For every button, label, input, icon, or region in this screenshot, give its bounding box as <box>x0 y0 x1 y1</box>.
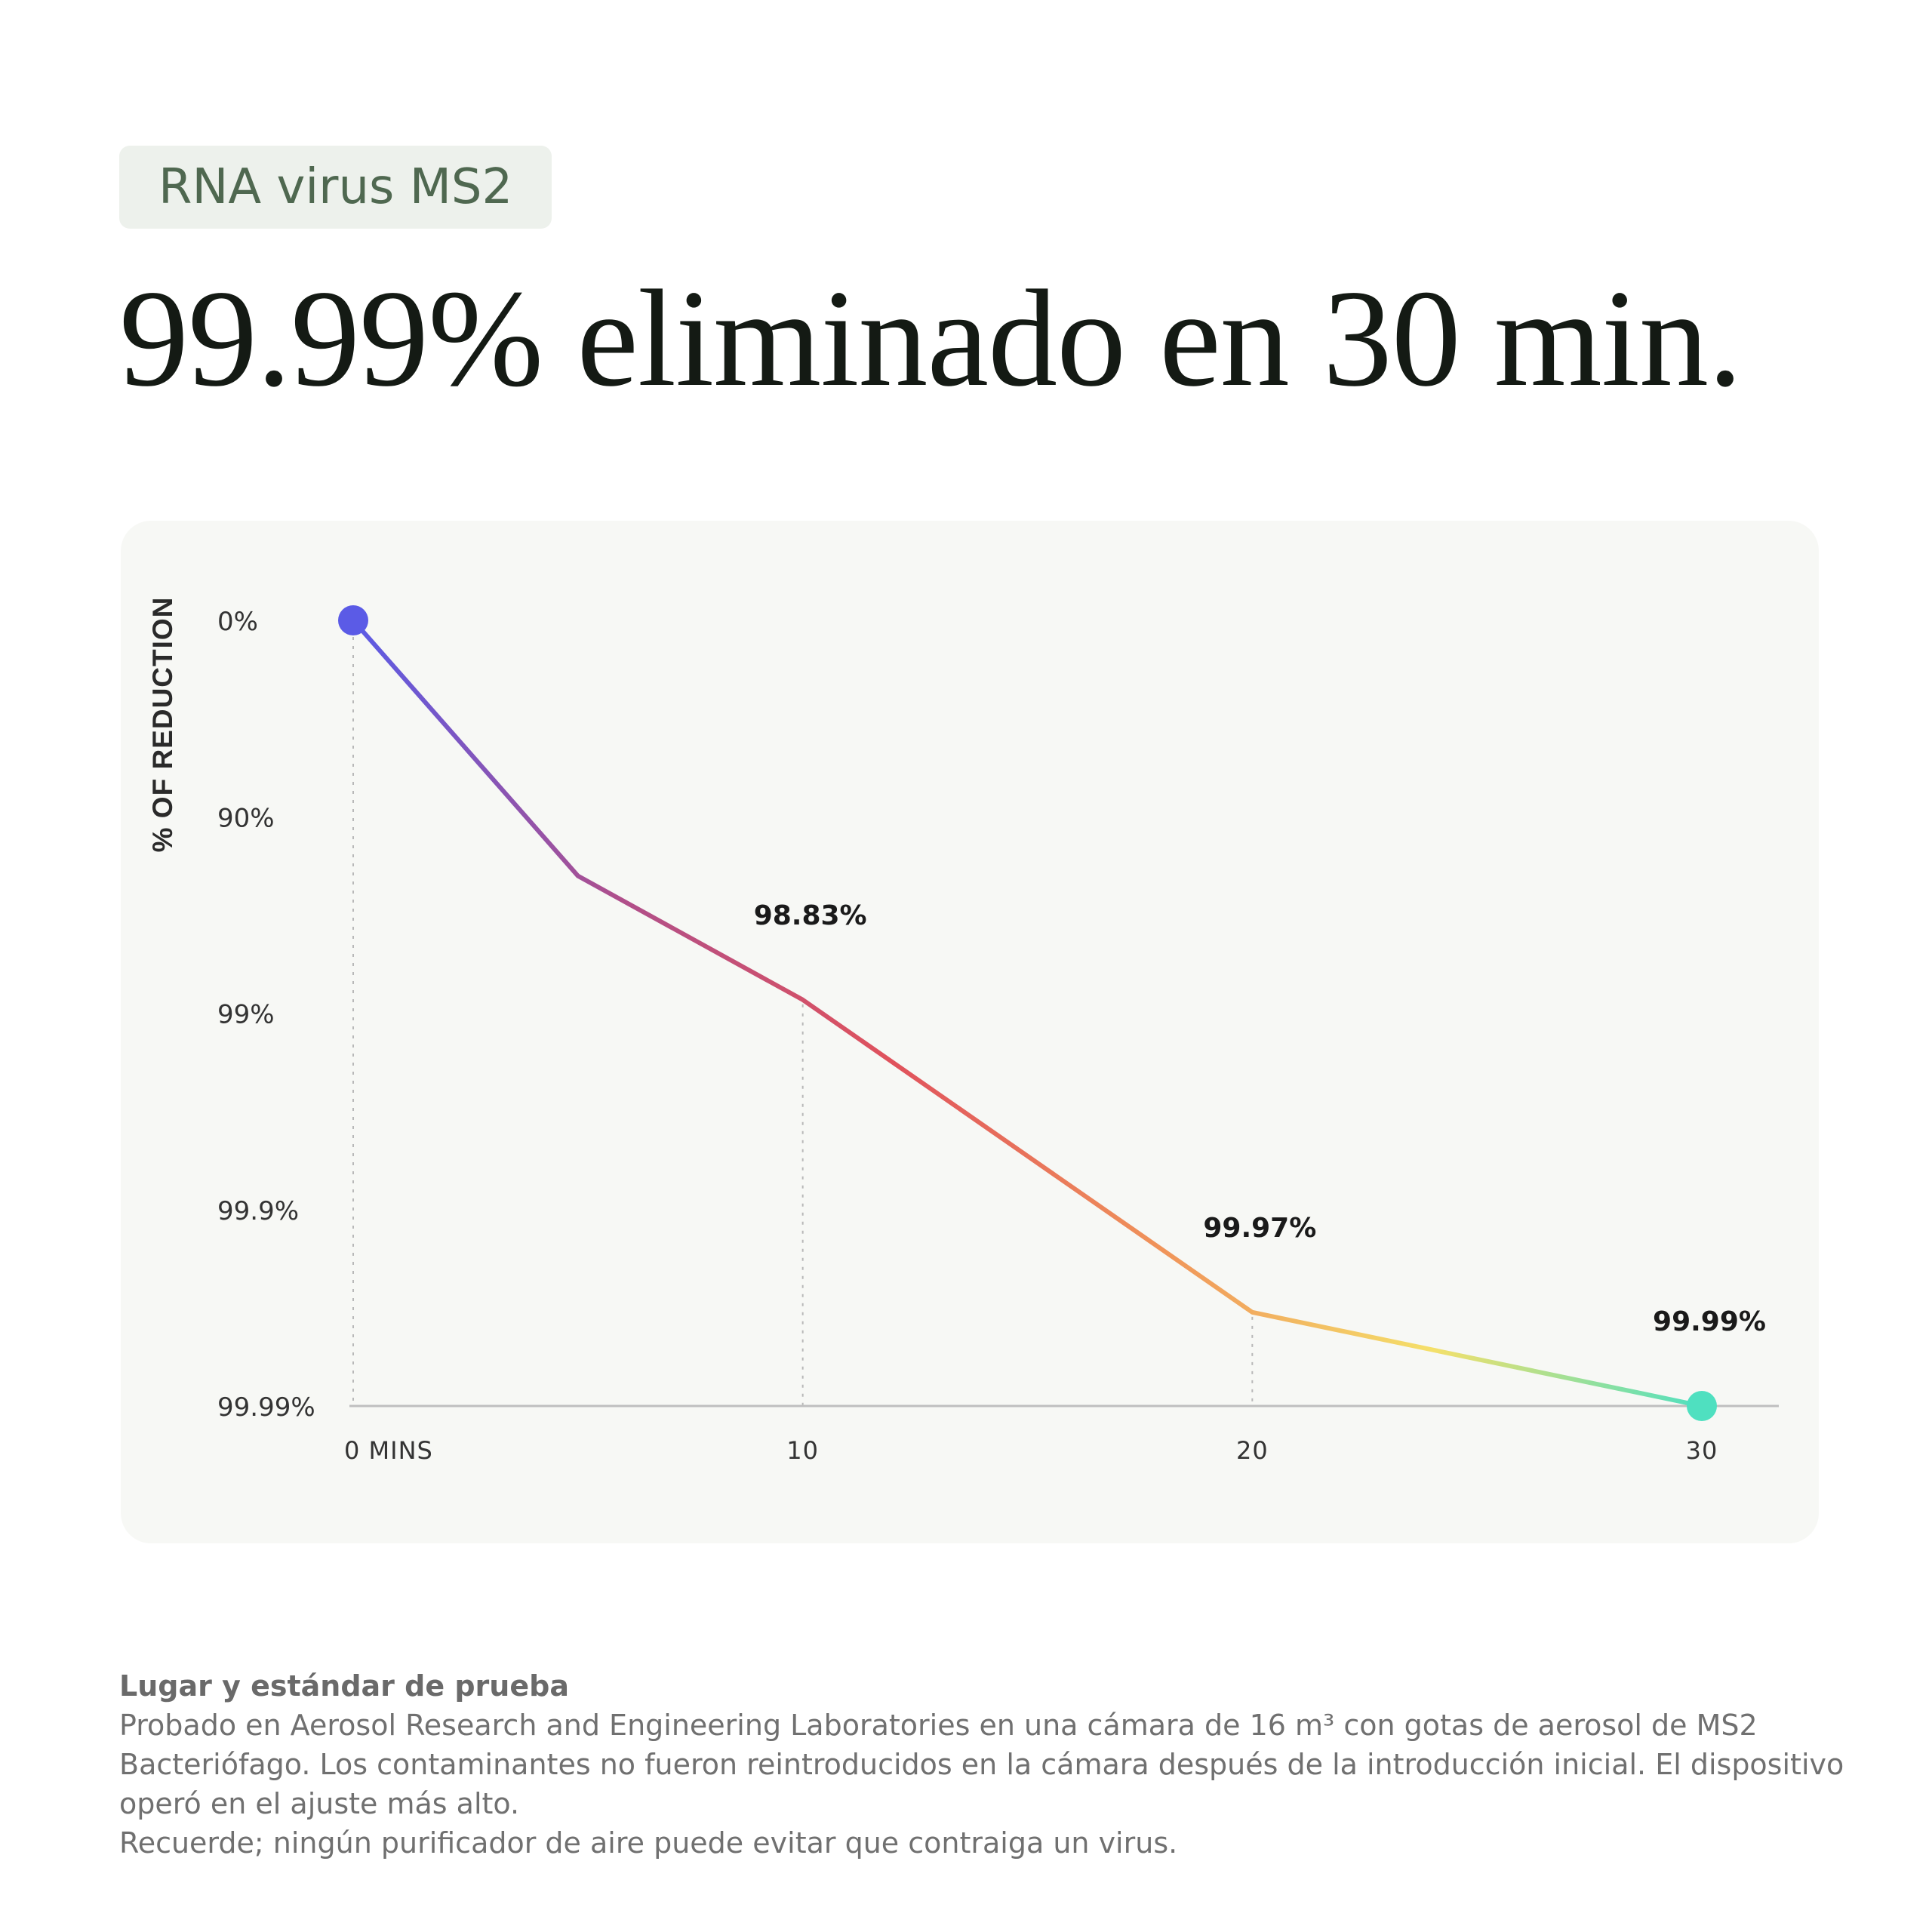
test-info-line: Probado en Aerosol Research and Engineer… <box>119 1709 1758 1742</box>
test-info-line: Bacteriófago. Los contaminantes no fuero… <box>119 1748 1844 1781</box>
series-line <box>351 618 1704 1408</box>
x-tick-label: 30 <box>1686 1436 1718 1465</box>
x-tick-label: 10 <box>786 1436 819 1465</box>
test-info-title: Lugar y estándar de prueba <box>119 1669 569 1703</box>
y-axis-label: % OF REDUCTION <box>147 597 178 853</box>
y-tick-label: 0% <box>217 607 258 637</box>
headline: 99.99% eliminado en 30 min. <box>119 261 1743 415</box>
x-tick-labels: 0 MINS 10 20 30 <box>344 1436 1718 1465</box>
test-info-line: operó en el ajuste más alto. <box>119 1787 520 1820</box>
data-label: 99.99% <box>1653 1306 1766 1337</box>
grid-lines <box>352 637 1254 1406</box>
x-tick-label: 20 <box>1236 1436 1269 1465</box>
y-tick-labels: 0% 90% 99% 99.9% 99.99% <box>217 607 315 1423</box>
y-tick-label: 99% <box>217 1000 275 1030</box>
markers <box>338 605 1717 1421</box>
data-label: 99.97% <box>1203 1213 1316 1244</box>
test-info-line: Recuerde; ningún purificador de aire pue… <box>119 1826 1178 1860</box>
y-tick-label: 99.99% <box>217 1392 315 1423</box>
test-info: Lugar y estándar de prueba Probado en Ae… <box>119 1666 1855 1863</box>
x-tick-label: 0 MINS <box>344 1436 433 1465</box>
end-marker <box>1687 1391 1717 1421</box>
y-tick-label: 99.9% <box>217 1196 299 1226</box>
data-label: 98.83% <box>754 900 867 931</box>
chart-panel: % OF REDUCTION 0% 90% 99% 99.9% 99.99% 0 MIN… <box>121 521 1819 1543</box>
reduction-chart: % OF REDUCTION 0% 90% 99% 99.9% 99.99% 0 MIN… <box>147 597 1779 1465</box>
start-marker <box>338 605 368 635</box>
virus-badge: RNA virus MS2 <box>119 146 552 229</box>
y-tick-label: 90% <box>217 803 275 833</box>
data-labels: 98.83% 99.97% 99.99% <box>754 900 1766 1337</box>
